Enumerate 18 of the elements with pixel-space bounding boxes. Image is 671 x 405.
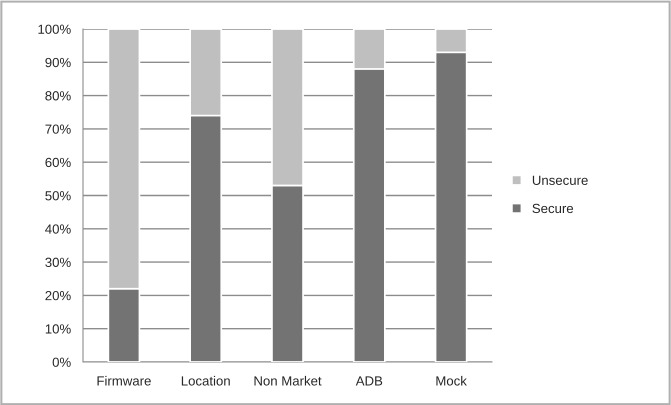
y-tick-label: 70% [45, 124, 71, 134]
legend-label: Secure [532, 204, 574, 214]
y-tick-label: 90% [45, 58, 71, 68]
y-tick-label: 100% [38, 24, 71, 34]
y-tick-label: 10% [46, 324, 71, 334]
x-tick-label: Non Market [254, 376, 322, 386]
y-tick-label: 20% [45, 290, 71, 300]
x-tick-label: Mock [436, 376, 467, 386]
y-tick-label: 80% [45, 91, 71, 101]
y-tick-label: 60% [45, 158, 71, 168]
y-tick-label: 0% [52, 358, 71, 367]
x-tick-label: Firmware [97, 376, 151, 386]
x-tick-label: Location [182, 376, 230, 386]
y-tick-label: 40% [45, 224, 71, 234]
y-tick-label: 50% [45, 191, 71, 200]
y-tick-label: 30% [45, 258, 71, 268]
legend-label: Unsecure [532, 176, 588, 185]
x-tick-label: ADB [356, 376, 382, 386]
